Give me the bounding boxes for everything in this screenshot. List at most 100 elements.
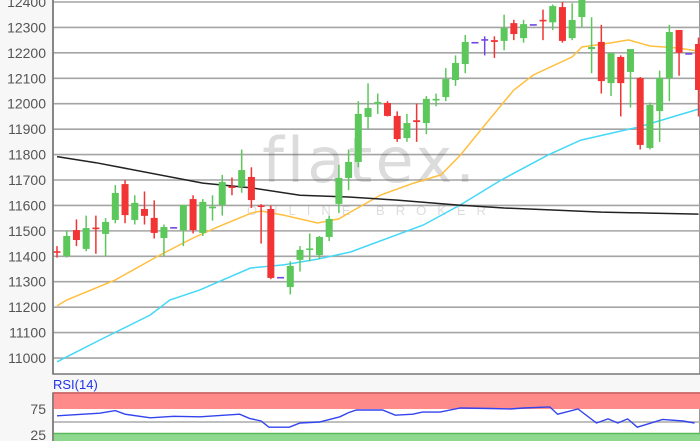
candle-body [209, 206, 217, 209]
candle-body [238, 170, 246, 187]
moving-average-line [56, 39, 699, 307]
candle [471, 41, 479, 44]
candle-body [53, 251, 61, 253]
candle-body [432, 98, 440, 101]
candle [131, 195, 139, 225]
candle-body [471, 41, 479, 44]
moving-average-line [56, 155, 699, 215]
candle [150, 200, 158, 239]
candle [656, 70, 664, 142]
candle [510, 19, 518, 41]
candle [267, 205, 275, 280]
candle [558, 2, 566, 43]
candle [636, 77, 644, 150]
candle [199, 199, 207, 236]
candle-body [267, 209, 275, 278]
candle [286, 261, 294, 295]
candle [675, 29, 683, 76]
candle [383, 101, 391, 117]
candle-body [364, 108, 372, 117]
candle [588, 17, 596, 74]
candle-body [490, 40, 498, 42]
candle-body [597, 41, 605, 82]
candle-body [82, 228, 90, 249]
candle [277, 276, 285, 279]
y-tick-label: 11900 [8, 121, 46, 137]
candle [325, 215, 333, 242]
candle [238, 149, 246, 193]
candle-body [63, 235, 71, 257]
candle-body [558, 7, 566, 41]
candle [665, 24, 673, 102]
candle [597, 24, 605, 94]
candle-body [461, 41, 469, 65]
y-tick-label: 11100 [9, 325, 46, 341]
candle-body [277, 276, 285, 279]
candle [111, 185, 119, 224]
moving-average-line [56, 108, 699, 363]
candle-body [549, 6, 557, 23]
candle [403, 113, 411, 142]
candle-body [636, 78, 644, 145]
candle [374, 93, 382, 114]
candle [626, 49, 634, 108]
candle-body [481, 39, 489, 41]
candle-body [325, 218, 333, 237]
rsi-panel: 75 25 [30, 392, 700, 441]
candle-body [374, 101, 382, 104]
candle [529, 24, 537, 26]
candle-body [607, 53, 615, 84]
y-tick-label: 12100 [7, 70, 46, 86]
candle [315, 235, 323, 259]
candle-body [588, 47, 596, 50]
candle [53, 246, 61, 258]
candle [92, 215, 100, 254]
candle-body [92, 227, 100, 230]
candle-body [626, 49, 634, 72]
candle [218, 174, 226, 216]
candle [354, 101, 362, 168]
candle-body [150, 217, 158, 233]
candle-body [403, 123, 411, 139]
candle [189, 195, 197, 234]
candle [490, 36, 498, 58]
candle [442, 68, 450, 102]
rsi-overbought-band [53, 393, 700, 409]
candle-body [121, 184, 129, 216]
candle [461, 35, 469, 74]
candle-body [257, 205, 265, 208]
rsi-line [56, 406, 695, 428]
watermark-tagline: ONLINE BROKER [247, 203, 497, 218]
candle-body [617, 56, 625, 84]
candle-body [695, 43, 700, 90]
candle-body [675, 29, 683, 53]
candle [296, 246, 304, 272]
candle [306, 233, 314, 262]
candle-body [247, 176, 255, 201]
candle [63, 230, 71, 258]
candle-body [170, 227, 178, 229]
candle-body [140, 209, 148, 216]
rsi-tick-label: 25 [30, 427, 46, 441]
candle-body [568, 20, 576, 39]
candle-body [520, 24, 528, 39]
y-tick-label: 11700 [8, 172, 46, 188]
candle [607, 52, 615, 97]
y-tick-label: 11800 [8, 147, 46, 163]
y-tick-label: 11200 [8, 299, 46, 315]
candle [257, 204, 265, 244]
candle-body [452, 63, 460, 81]
candle-body [413, 120, 421, 123]
candle-body [578, 0, 586, 18]
candle-body [306, 248, 314, 251]
rsi-oversold-band [53, 433, 700, 441]
candle [364, 83, 372, 130]
candle-body [218, 182, 226, 205]
candle [335, 164, 343, 214]
candle-body [111, 192, 119, 220]
candle-body [529, 24, 537, 26]
candle-body [189, 199, 197, 231]
candle [578, 0, 586, 28]
